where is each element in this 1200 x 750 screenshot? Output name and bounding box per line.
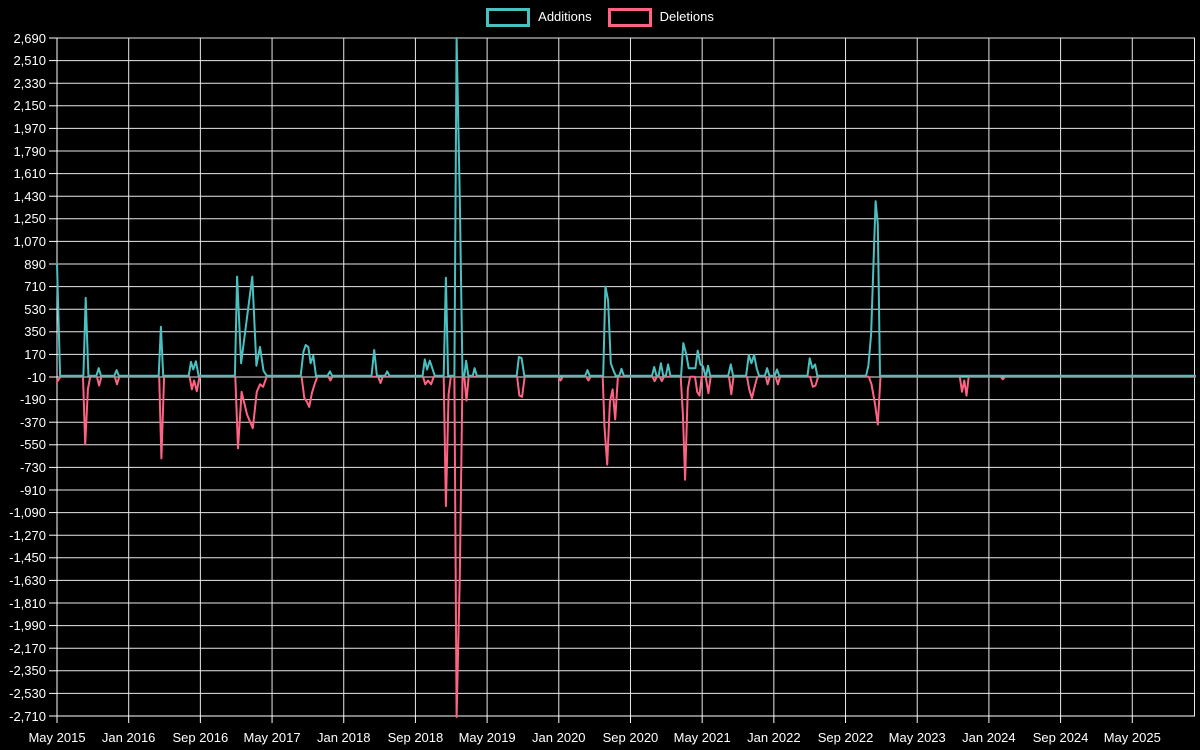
y-tick-label: -730 bbox=[19, 459, 46, 475]
x-tick-label: Sep 2016 bbox=[172, 730, 229, 745]
legend: Additions Deletions bbox=[0, 7, 1200, 27]
x-tick-label: May 2017 bbox=[243, 730, 301, 745]
y-tick-label: 1,790 bbox=[13, 143, 46, 159]
deletions-line bbox=[56, 375, 1196, 718]
x-tick-label: Sep 2022 bbox=[817, 730, 874, 745]
y-tick-label: -190 bbox=[19, 392, 46, 408]
y-tick-label: 350 bbox=[24, 324, 46, 340]
y-tick-label: -2,170 bbox=[9, 640, 46, 656]
y-tick-label: -1,630 bbox=[9, 572, 46, 588]
deletions-legend-label: Deletions bbox=[659, 9, 714, 24]
legend-item-deletions[interactable]: Deletions bbox=[607, 7, 714, 27]
y-tick-label: 2,150 bbox=[13, 98, 46, 114]
y-tick-label: -1,810 bbox=[9, 595, 46, 611]
x-tick-label: Jan 2024 bbox=[962, 730, 1016, 745]
legend-item-additions[interactable]: Additions bbox=[486, 7, 592, 27]
additions-legend-label: Additions bbox=[538, 9, 592, 24]
x-tick-label: Jan 2022 bbox=[747, 730, 801, 745]
y-tick-label: 2,510 bbox=[13, 53, 46, 69]
y-tick-label: 1,250 bbox=[13, 211, 46, 227]
y-tick-label: -1,270 bbox=[9, 527, 46, 543]
x-tick-label: Sep 2018 bbox=[387, 730, 444, 745]
y-tick-label: -1,450 bbox=[9, 550, 46, 566]
y-tick-label: 1,070 bbox=[13, 233, 46, 249]
y-tick-label: -370 bbox=[19, 414, 46, 430]
x-tick-label: May 2025 bbox=[1103, 730, 1161, 745]
y-tick-label: -2,710 bbox=[9, 708, 46, 724]
x-tick-label: Jan 2020 bbox=[532, 730, 586, 745]
y-tick-label: 710 bbox=[24, 279, 46, 295]
y-tick-label: -910 bbox=[19, 482, 46, 498]
x-tick-label: May 2023 bbox=[888, 730, 946, 745]
y-tick-label: -2,350 bbox=[9, 663, 46, 679]
y-tick-label: -550 bbox=[19, 437, 46, 453]
x-tick-label: Jan 2016 bbox=[101, 730, 156, 745]
x-tick-label: Jan 2018 bbox=[316, 730, 371, 745]
y-tick-label: -10 bbox=[27, 369, 46, 385]
y-tick-label: -1,090 bbox=[9, 505, 46, 521]
y-tick-label: 2,690 bbox=[13, 30, 46, 46]
y-tick-label: 1,970 bbox=[13, 120, 46, 136]
x-tick-label: May 2021 bbox=[673, 730, 731, 745]
x-tick-label: May 2019 bbox=[458, 730, 516, 745]
y-tick-label: 530 bbox=[24, 301, 46, 317]
y-tick-label: 1,610 bbox=[13, 166, 46, 182]
y-tick-label: 1,430 bbox=[13, 188, 46, 204]
y-tick-label: -1,990 bbox=[9, 618, 46, 634]
y-tick-label: 2,330 bbox=[13, 75, 46, 91]
x-tick-label: May 2015 bbox=[28, 730, 86, 745]
additions-line bbox=[56, 37, 1196, 377]
y-tick-label: -2,530 bbox=[9, 685, 46, 701]
y-tick-label: 890 bbox=[24, 256, 46, 272]
x-tick-label: Sep 2024 bbox=[1032, 730, 1089, 745]
additions-swatch-icon bbox=[486, 7, 531, 27]
deletions-swatch-icon bbox=[607, 7, 652, 27]
y-tick-label: 170 bbox=[24, 346, 46, 362]
x-tick-label: Sep 2020 bbox=[602, 730, 659, 745]
